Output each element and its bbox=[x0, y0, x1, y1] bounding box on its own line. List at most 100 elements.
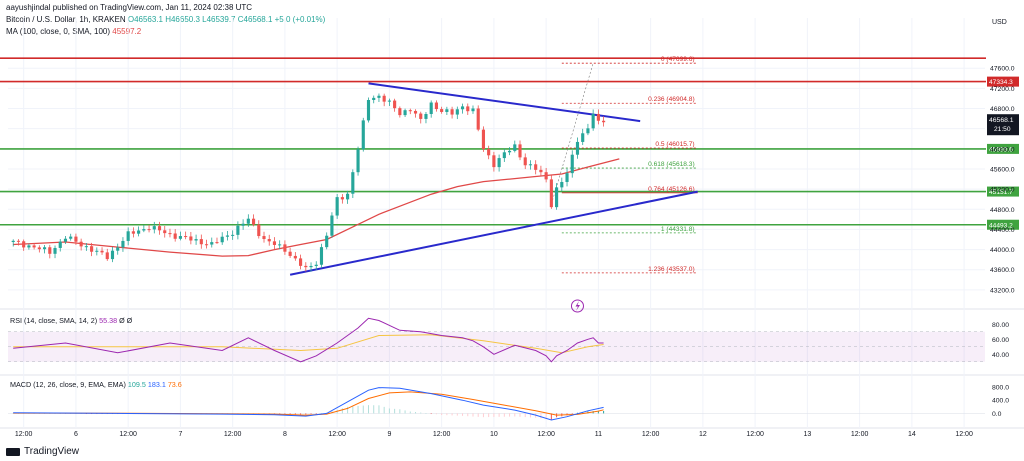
candle-body bbox=[257, 224, 261, 237]
candle-body bbox=[581, 133, 585, 142]
macd-histogram-bar bbox=[603, 410, 605, 414]
candle-body bbox=[528, 164, 533, 166]
candle-body bbox=[163, 230, 167, 234]
candle-body bbox=[126, 231, 130, 241]
candle-body bbox=[283, 244, 287, 252]
fib-level-label: 0 (47699.6) bbox=[661, 56, 695, 63]
level-badge-label: 44493.2 bbox=[989, 222, 1013, 229]
candle-body bbox=[168, 233, 172, 235]
macd-histogram-bar bbox=[388, 408, 390, 414]
macd-histogram-bar bbox=[576, 412, 578, 414]
fib-level-label: 0.236 (46904.8) bbox=[648, 96, 695, 103]
candle-body bbox=[476, 108, 480, 130]
x-tick-label: 7 bbox=[178, 431, 182, 438]
macd-histogram-bar bbox=[378, 405, 380, 414]
macd-histogram-bar bbox=[399, 409, 401, 414]
macd-line bbox=[13, 387, 604, 421]
candlesticks bbox=[11, 93, 606, 313]
candle-body bbox=[534, 164, 538, 170]
candle-body bbox=[497, 158, 501, 168]
candle-body bbox=[210, 242, 214, 245]
x-tick-label: 12:00 bbox=[746, 431, 764, 438]
rsi-ma-line bbox=[13, 334, 604, 354]
candle-body bbox=[481, 129, 486, 150]
macd-histogram-bar bbox=[462, 413, 464, 416]
candle-body bbox=[309, 265, 313, 268]
lightning-icon bbox=[570, 299, 584, 313]
candle-body bbox=[596, 113, 600, 121]
y-tick-label: 46000.0 bbox=[990, 146, 1015, 153]
candle-body bbox=[178, 236, 182, 239]
candle-body bbox=[16, 240, 21, 242]
candle-body bbox=[288, 251, 292, 256]
trendlines bbox=[289, 82, 698, 276]
candle-body bbox=[398, 108, 402, 116]
candle-body bbox=[204, 244, 209, 246]
rsi-tick-label: 40.00 bbox=[992, 352, 1009, 359]
macd-histogram-bar bbox=[456, 413, 458, 416]
candle-body bbox=[351, 172, 355, 194]
candle-body bbox=[445, 109, 449, 112]
candle-body bbox=[272, 241, 277, 245]
macd-histogram-bar bbox=[509, 413, 511, 417]
y-tick-label: 47200.0 bbox=[990, 86, 1015, 93]
candle-body bbox=[325, 235, 329, 248]
trendline bbox=[289, 190, 698, 276]
ma-legend-label: MA (100, close, 0, SMA, 100) bbox=[6, 27, 111, 36]
candle-body bbox=[199, 239, 203, 245]
grid bbox=[0, 18, 1024, 429]
candle-body bbox=[361, 120, 365, 150]
y-tick-label: 43600.0 bbox=[990, 267, 1015, 274]
macd-histogram-bar bbox=[540, 413, 542, 419]
macd-histogram-bar bbox=[415, 412, 417, 414]
macd-histogram-bar bbox=[597, 410, 599, 414]
candle-body bbox=[466, 106, 470, 112]
candle-body bbox=[382, 95, 386, 102]
candle-body bbox=[152, 226, 156, 230]
candle-body bbox=[544, 172, 548, 180]
x-tick-label: 12:00 bbox=[15, 431, 33, 438]
macd-histogram-bar bbox=[420, 412, 422, 414]
macd-histogram-bar bbox=[472, 413, 474, 417]
ohlc-values: O46563.1 H46650.3 L46539.7 C46568.1 +5.0… bbox=[127, 15, 326, 24]
candle-body bbox=[278, 244, 282, 246]
candle-body bbox=[27, 245, 31, 248]
macd-histogram-bar bbox=[441, 413, 443, 415]
macd-histogram-bar bbox=[493, 413, 495, 417]
candle-body bbox=[116, 247, 120, 251]
candle-body bbox=[246, 218, 250, 224]
candle-body bbox=[330, 215, 334, 236]
candle-body bbox=[137, 230, 141, 234]
candle-body bbox=[575, 141, 580, 155]
candle-body bbox=[539, 169, 543, 173]
candle-body bbox=[43, 247, 47, 250]
macd-histogram-bar bbox=[367, 405, 369, 414]
candle-body bbox=[11, 240, 15, 243]
candle-body bbox=[460, 106, 465, 110]
candle-body bbox=[319, 247, 324, 265]
candle-body bbox=[492, 155, 496, 168]
current-price-badge bbox=[987, 114, 1019, 136]
candle-body bbox=[251, 218, 256, 225]
candle-body bbox=[340, 197, 344, 200]
candle-body bbox=[413, 110, 418, 114]
y-tick-label: 44800.0 bbox=[990, 207, 1015, 214]
tradingview-brand: TradingView bbox=[24, 446, 80, 457]
tradingview-logo-icon bbox=[6, 447, 20, 456]
macd-histogram-bar bbox=[524, 413, 526, 418]
macd-histogram-bar bbox=[550, 413, 552, 420]
macd-histogram-bar bbox=[404, 410, 406, 414]
macd-value: 183.1 bbox=[148, 380, 168, 389]
candle-body bbox=[434, 102, 438, 110]
x-tick-label: 12:00 bbox=[642, 431, 660, 438]
x-tick-label: 12:00 bbox=[224, 431, 242, 438]
candle-body bbox=[22, 241, 26, 248]
symbol-label: Bitcoin / U.S. Dollar, 1h, KRAKEN bbox=[6, 15, 126, 24]
macd-histogram-bar bbox=[467, 413, 469, 417]
candle-body bbox=[518, 144, 522, 158]
candle-body bbox=[346, 193, 350, 200]
macd-histogram-bar bbox=[503, 413, 505, 417]
macd-histogram-bar bbox=[352, 406, 354, 414]
macd-legend: MACD (12, 26, close, 9, EMA, EMA) 109.5 … bbox=[10, 380, 182, 389]
